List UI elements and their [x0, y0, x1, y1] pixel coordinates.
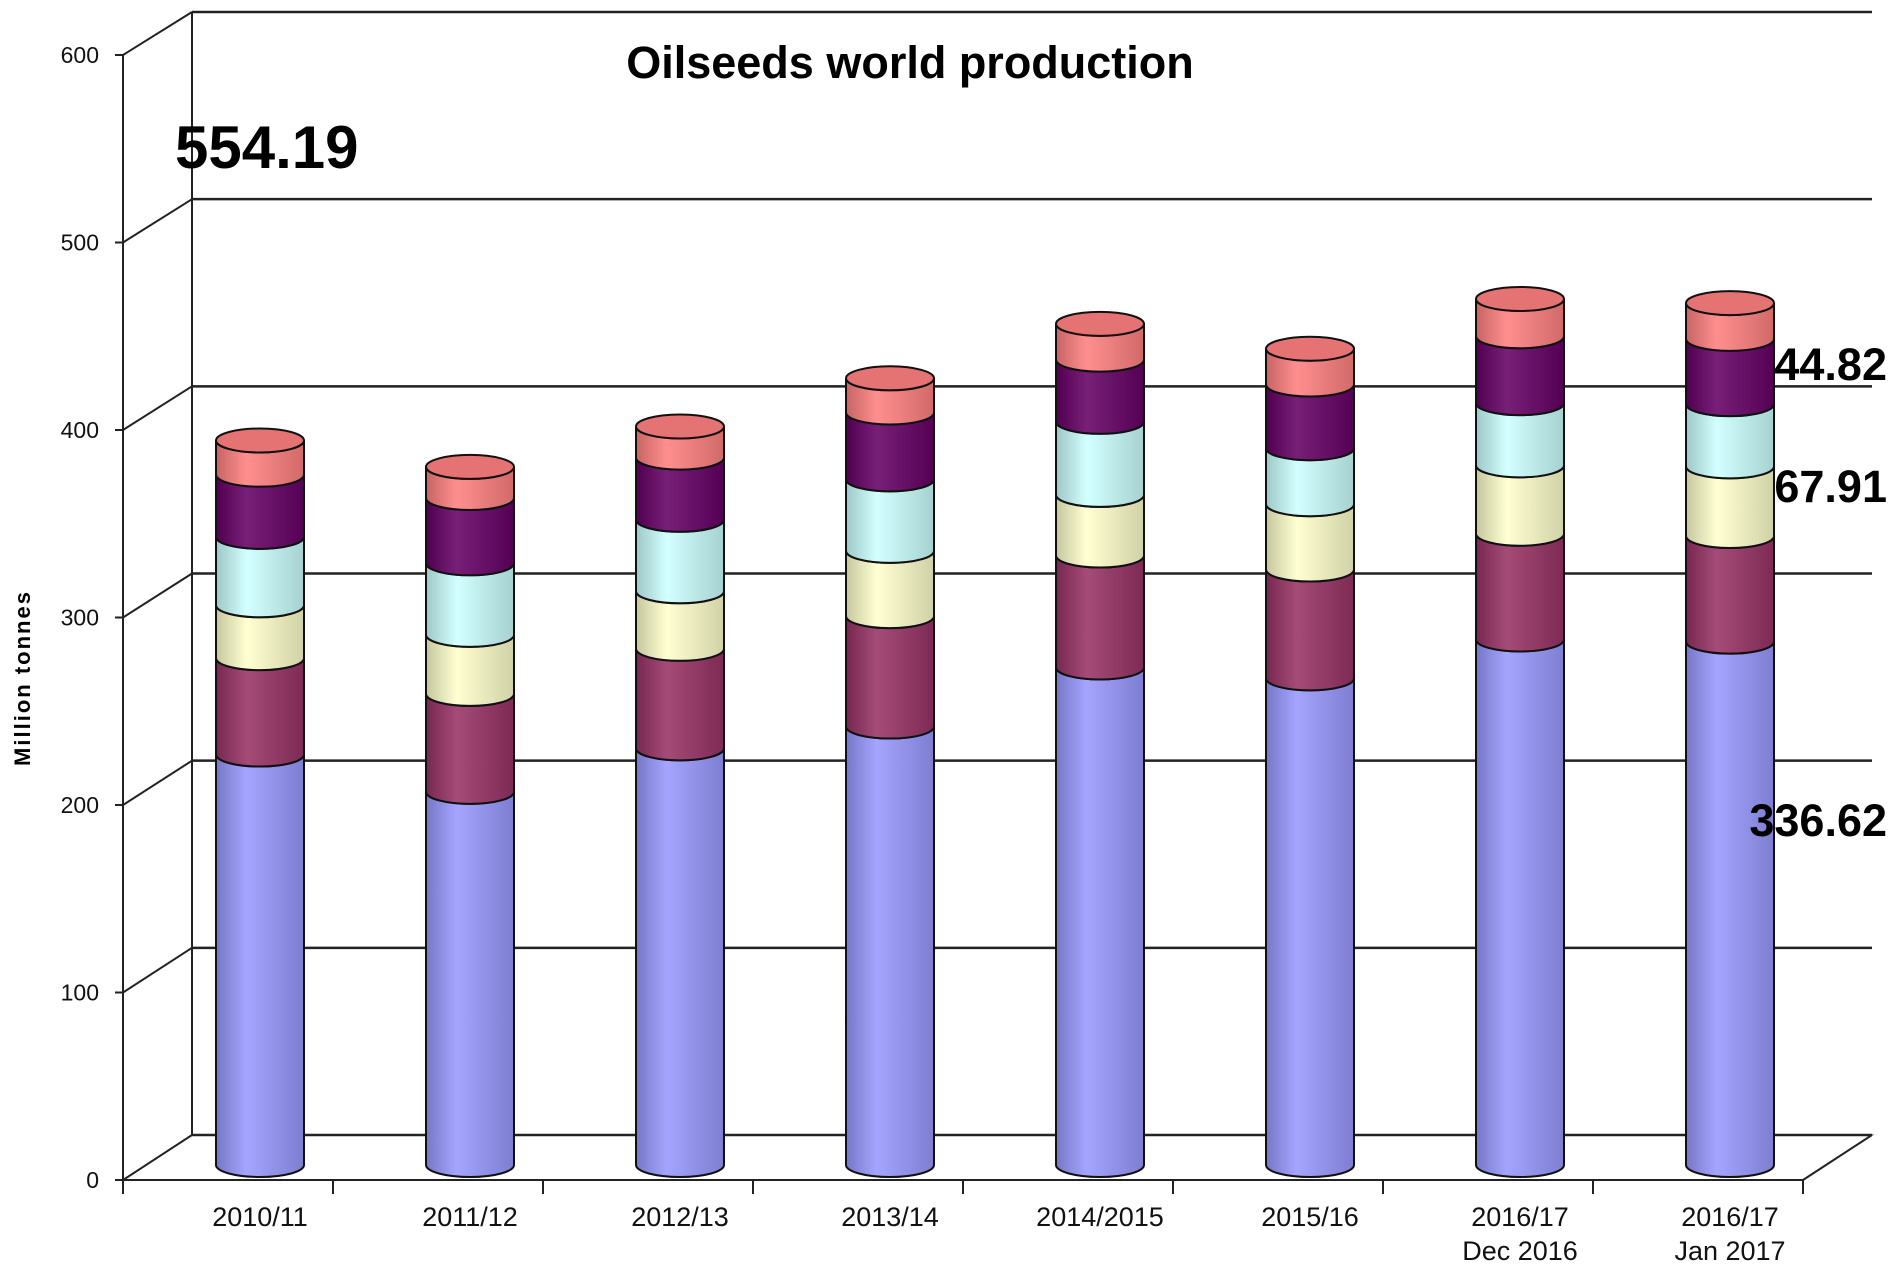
annotation-series-1: 336.62	[1749, 795, 1887, 846]
bar-cap	[1475, 285, 1565, 312]
floor	[120, 1134, 1875, 1181]
x-axis: 2010/11 2011/12 2012/13 2013/14 2014/2015 201…	[122, 1134, 1873, 1266]
y-axis-label: Million tonnes	[10, 590, 35, 766]
y-tick-label: 600	[61, 42, 99, 68]
bar-segment	[1055, 555, 1145, 681]
annotation-total: 554.19	[175, 114, 359, 181]
x-tick-label: 2012/13	[631, 1202, 729, 1232]
gridline-diagonal	[122, 572, 193, 619]
bar-stack	[425, 453, 515, 1178]
gridline-diagonal	[122, 385, 193, 431]
bar-stack	[1055, 310, 1145, 1178]
x-tick-label: 2016/17 Dec 2016	[1462, 1202, 1578, 1266]
gridline-diagonal	[122, 11, 193, 56]
x-tick-label: 2014/2015	[1036, 1202, 1164, 1232]
bar-segment	[845, 726, 935, 1178]
chart-walls	[120, 12, 1875, 1181]
bar-segment	[1685, 641, 1775, 1178]
bar-segment	[425, 693, 515, 805]
bar-cap	[425, 453, 515, 480]
gridline-diagonal	[122, 759, 193, 806]
bar-stack	[1685, 290, 1775, 1178]
y-axis: 0 100 200 300 400 500 600	[61, 42, 123, 1193]
bar-segment	[1055, 667, 1145, 1178]
x-tick-label: 2011/12	[422, 1202, 518, 1232]
gridlines	[122, 10, 1872, 1181]
bar-cap	[845, 365, 935, 392]
bar-cap	[635, 413, 725, 440]
bar-stack	[215, 427, 305, 1178]
bar-stack	[1475, 285, 1565, 1178]
gridline-diagonal	[122, 198, 193, 244]
annotation-series-2: 67.91	[1774, 461, 1887, 512]
bar-segment	[215, 657, 305, 768]
y-tick-label: 300	[61, 605, 99, 631]
bar-segment	[635, 748, 725, 1178]
annotation-series-3: 44.82	[1774, 339, 1887, 390]
bars	[215, 285, 1775, 1178]
y-tick-label: 400	[61, 417, 99, 443]
bar-segment	[1475, 639, 1565, 1178]
bar-segment	[1265, 569, 1355, 692]
bar-stack	[845, 365, 935, 1178]
bar-cap	[215, 427, 305, 454]
y-tick-label: 100	[61, 980, 99, 1006]
gridline-diagonal	[122, 946, 193, 994]
bar-segment	[845, 615, 935, 740]
y-tick-label: 200	[61, 792, 99, 818]
x-tick-label: 2016/17 Jan 2017	[1674, 1202, 1785, 1266]
bar-stack	[635, 413, 725, 1178]
y-tick-label: 500	[61, 230, 99, 256]
x-tick-label: 2010/11	[212, 1202, 308, 1232]
bar-cap	[1265, 335, 1355, 362]
bar-stack	[1265, 335, 1355, 1178]
bar-cap	[1055, 310, 1145, 337]
bar-segment	[635, 648, 725, 762]
x-tick-label: 2013/14	[841, 1202, 939, 1232]
bar-segment	[1475, 533, 1565, 653]
x-tick-label: 2015/16	[1261, 1202, 1359, 1232]
floor-edge	[1802, 1134, 1873, 1181]
y-tick-label: 0	[86, 1167, 99, 1193]
bar-segment	[1265, 678, 1355, 1178]
gridline-diagonal	[122, 1134, 193, 1181]
bar-segment	[1685, 535, 1775, 655]
bar-segment	[425, 791, 515, 1178]
bar-cap	[1685, 290, 1775, 317]
chart-title: Oilseeds world production	[626, 37, 1194, 88]
bar-segment	[215, 754, 305, 1178]
